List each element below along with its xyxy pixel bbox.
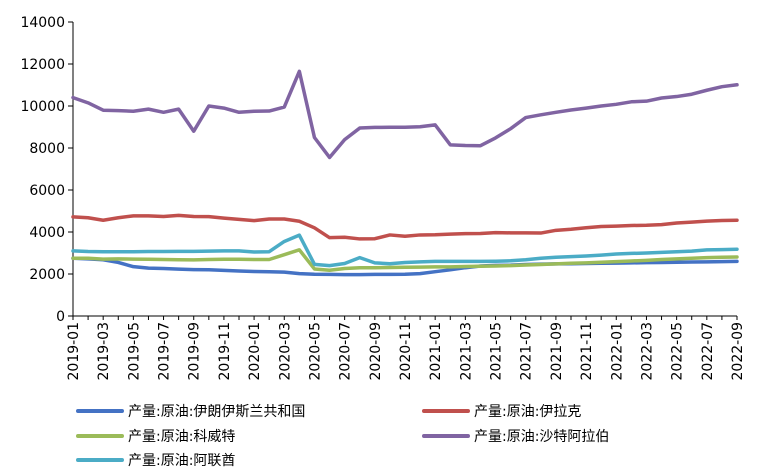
x-tick-label: 2019-09 — [187, 322, 203, 381]
x-tick-label: 2020-11 — [398, 322, 414, 381]
x-tick-label: 2019-03 — [96, 322, 112, 381]
series-line-3 — [71, 248, 739, 272]
x-tick-label: 2022-07 — [700, 322, 716, 381]
legend-item-1: 产量:原油:伊朗伊斯兰共和国 — [76, 404, 305, 420]
legend-label: 产量:原油:沙特阿拉伯 — [474, 429, 609, 445]
y-tick-label: 14000 — [20, 15, 65, 31]
y-tick-label: 10000 — [20, 99, 65, 115]
plot-area: 0 2000 4000 6000 8000 10000 12000 14000 2019-01… — [20, 15, 746, 381]
series-line-5 — [71, 233, 739, 268]
x-tick-label: 2019-11 — [217, 322, 233, 381]
x-tick-label: 2021-07 — [519, 322, 535, 381]
x-axis: 2019-01 2019-03 2019-05 2019-07 2019-09 2019-… — [66, 315, 746, 381]
x-tick-label: 2021-03 — [458, 322, 474, 381]
x-tick-label: 2021-01 — [428, 322, 444, 381]
x-tick-label: 2022-03 — [639, 322, 655, 381]
x-tick-label: 2019-05 — [126, 322, 142, 381]
series-lines — [71, 69, 739, 277]
series-line-4 — [71, 69, 739, 160]
legend-item-3: 产量:原油:科威特 — [76, 429, 235, 445]
legend-item-5: 产量:原油:阿联酋 — [76, 452, 235, 469]
x-tick-label: 2020-01 — [247, 322, 263, 381]
x-tick-label: 2019-01 — [66, 322, 82, 381]
x-tick-label: 2020-05 — [307, 322, 323, 381]
x-tick-label: 2021-11 — [579, 322, 595, 381]
y-tick-label: 8000 — [29, 141, 65, 157]
legend-item-4: 产量:原油:沙特阿拉伯 — [422, 429, 609, 445]
x-tick-label: 2019-07 — [157, 322, 173, 381]
x-tick-label: 2022-01 — [609, 322, 625, 381]
y-axis: 0 2000 4000 6000 8000 10000 12000 14000 — [20, 15, 74, 325]
x-tick-label: 2020-07 — [338, 322, 354, 381]
y-tick-label: 12000 — [20, 57, 65, 73]
series-line-2 — [71, 213, 739, 241]
x-tick-label: 2021-09 — [549, 322, 565, 381]
y-tick-label: 0 — [56, 309, 65, 325]
y-tick-label: 6000 — [29, 183, 65, 199]
x-tick-label: 2021-05 — [489, 322, 505, 381]
x-tick-label: 2020-03 — [277, 322, 293, 381]
legend-label: 产量:原油:伊拉克 — [474, 404, 581, 420]
legend-item-2: 产量:原油:伊拉克 — [422, 404, 581, 420]
y-tick-label: 4000 — [29, 225, 65, 241]
y-tick-label: 2000 — [29, 267, 65, 283]
x-tick-label: 2022-05 — [670, 322, 686, 381]
x-tick-label: 2020-09 — [368, 322, 384, 381]
legend-label: 产量:原油:阿联酋 — [128, 452, 235, 469]
legend-label: 产量:原油:伊朗伊斯兰共和国 — [128, 404, 305, 420]
x-tick-label: 2022-09 — [730, 322, 746, 381]
legend-label: 产量:原油:科威特 — [128, 429, 235, 445]
